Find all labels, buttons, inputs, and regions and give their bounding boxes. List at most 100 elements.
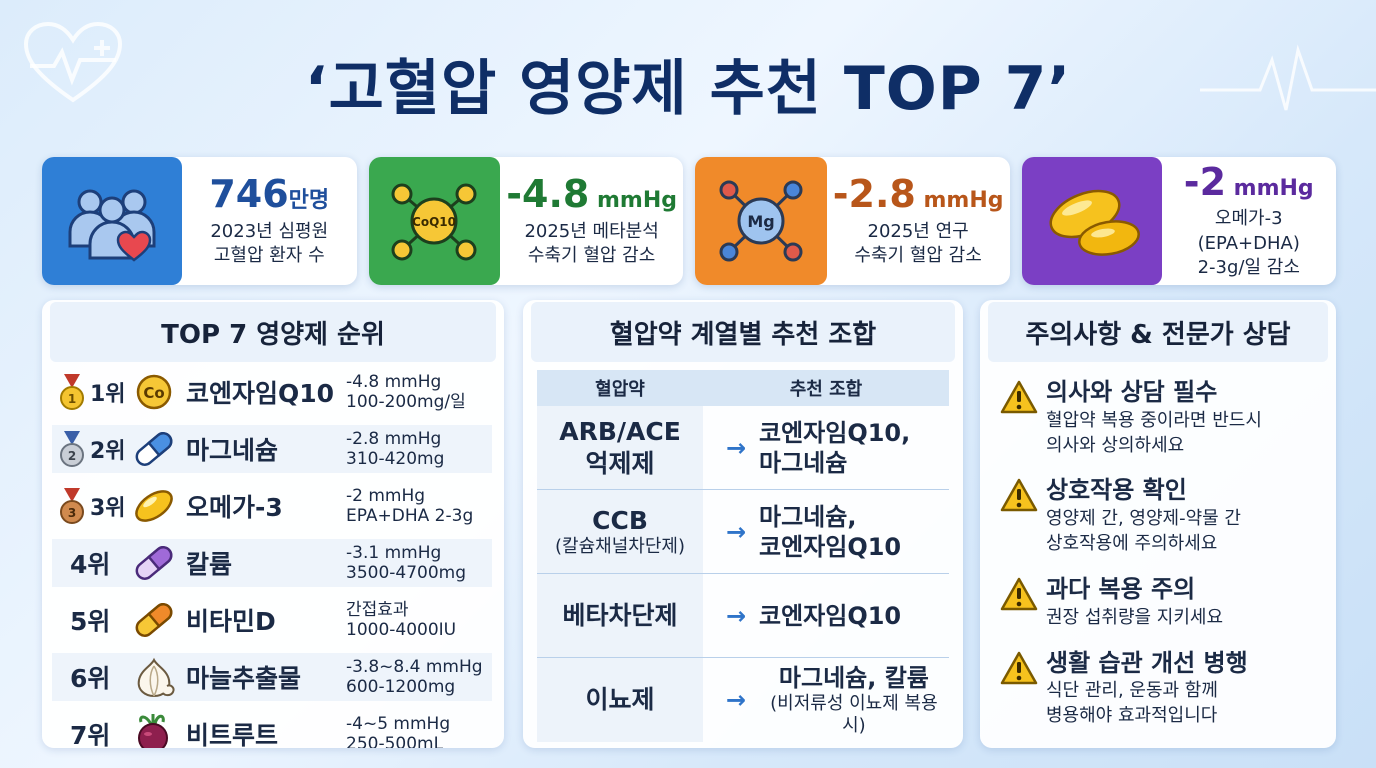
list-item: 2 2위 마그네슘 -2.8 mmHg 310-420mg (52, 423, 492, 475)
caution-title: 상호작용 확인 (1046, 476, 1187, 505)
arrow-right-icon: → (725, 517, 747, 546)
omega3-icon (135, 490, 173, 522)
rank-info: -4.8 mmHg 100-200mg/일 (346, 371, 466, 412)
caution-text: 영양제 간, 영양제-약물 간 상호작용에 주의하세요 (1046, 508, 1241, 555)
combo-cell: 마그네슘, 칼륨 (비저류성 이뇨제 복용시) (770, 663, 938, 737)
ranking-list: 1 1위 Co 코엔자임Q10 -4.8 mmHg 100-200mg/일 2 2… (42, 362, 504, 748)
table-row: CCB (칼슘채널차단제) → 마그네슘, 코엔자임Q10 (537, 490, 949, 574)
drug-cell: CCB (칼슘채널차단제) (537, 490, 703, 573)
rank-info: -2.8 mmHg 310-420mg (346, 428, 445, 469)
drug-cell: 베타차단제 (537, 574, 703, 657)
page-title: ‘고혈압 영양제 추천 TOP 7’ (304, 54, 1072, 124)
gold-medal-icon: 1 (60, 374, 84, 410)
rank-name: 마늘추출물 (186, 664, 302, 693)
caution-text: 식단 관리, 운동과 함께 병용해야 효과적입니다 (1046, 680, 1218, 727)
stat-card-coq10: CoQ10 -4.8 mmHg 2025년 메타분석 수축기 혈압 감소 (368, 157, 683, 285)
stat-value: -2.8 mmHg (832, 171, 1004, 216)
rank-name: 오메가-3 (186, 493, 283, 522)
stat-value: -2 mmHg (1183, 159, 1314, 204)
caution-text: 권장 섭취량을 지키세요 (1046, 606, 1224, 628)
beetroot-icon (138, 714, 168, 748)
bronze-medal-icon: 3 (60, 488, 84, 524)
stat-desc: 2023년 심평원 고혈압 환자 수 (210, 220, 329, 266)
warning-icon (1000, 380, 1038, 414)
rank-label: 2위 (90, 439, 126, 464)
caution-title: 과다 복용 주의 (1046, 574, 1196, 603)
svg-text:1: 1 (68, 392, 76, 406)
combo-cell: 마그네슘, 코엔자임Q10 (759, 502, 902, 561)
svg-text:Mg: Mg (747, 212, 774, 231)
table-header: 혈압약 추천 조합 (537, 370, 949, 406)
combo-panel: 혈압약 계열별 추천 조합 혈압약 추천 조합 ARB/ACE 억제제 → 코엔자임… (523, 300, 963, 748)
rank-info: -2 mmHg EPA+DHA 2-3g (346, 485, 474, 526)
list-item: 4위 칼륨 -3.1 mmHg 3500-4700mg (52, 537, 492, 589)
combo-cell: 코엔자임Q10 (759, 601, 902, 630)
patients-icon (68, 189, 156, 262)
stat-icon-box: CoQ10 (368, 157, 501, 285)
table-row: 이뇨제 → 마그네슘, 칼륨 (비저류성 이뇨제 복용시) (537, 658, 949, 742)
caution-title: 생활 습관 개선 병행 (1046, 648, 1248, 677)
caution-text: 혈압약 복용 중이라면 반드시 의사와 상의하세요 (1046, 409, 1262, 456)
rank-name: 마그네슘 (186, 436, 279, 465)
warning-icon (1000, 577, 1038, 611)
silver-medal-icon: 2 (60, 431, 84, 467)
rank-label: 4위 (70, 550, 111, 579)
drug-cell: 이뇨제 (537, 658, 703, 742)
list-item: 1 1위 Co 코엔자임Q10 -4.8 mmHg 100-200mg/일 (58, 366, 492, 418)
table-row: ARB/ACE 억제제 → 코엔자임Q10, 마그네슘 (537, 406, 949, 490)
rank-label: 7위 (70, 721, 111, 748)
stat-desc: 2025년 연구 수축기 혈압 감소 (854, 220, 982, 266)
rank-info: -4~5 mmHg 250-500mL (346, 713, 451, 748)
arrow-right-icon: → (725, 601, 747, 630)
svg-text:Co: Co (143, 384, 164, 402)
stat-card-omega3: -2 mmHg 오메가-3 (EPA+DHA) 2-3g/일 감소 (1021, 157, 1336, 285)
stat-desc: 2025년 메타분석 수축기 혈압 감소 (524, 220, 659, 266)
svg-text:CoQ10: CoQ10 (412, 215, 456, 229)
ranking-heading: TOP 7 영양제 순위 (50, 302, 496, 362)
stat-value: 746만명 (209, 171, 330, 216)
drug-cell: ARB/ACE 억제제 (537, 406, 703, 489)
warning-icon (1000, 651, 1038, 684)
rank-info: 간접효과 1000-4000IU (346, 599, 457, 640)
warning-icon (1000, 479, 1038, 512)
stat-icon-box (1021, 157, 1162, 285)
svg-text:3: 3 (68, 506, 76, 520)
rank-label: 6위 (70, 664, 111, 693)
stat-desc: 오메가-3 (EPA+DHA) 2-3g/일 감소 (1197, 208, 1300, 279)
arrow-right-icon: → (725, 686, 746, 714)
column-header-combo: 추천 조합 (789, 379, 863, 400)
rank-name: 코엔자임Q10 (186, 379, 335, 408)
list-item: 7위 비트루트 -4~5 mmHg 250-500mL (58, 708, 492, 748)
combo-table: 혈압약 추천 조합 ARB/ACE 억제제 → 코엔자임Q10, 마그네슘 CCB (칼… (537, 370, 949, 742)
garlic-icon (137, 657, 175, 698)
rank-label: 5위 (70, 607, 111, 636)
combo-cell: 코엔자임Q10, 마그네슘 (759, 418, 911, 477)
list-item: 5위 비타민D 간접효과 1000-4000IU (58, 594, 492, 646)
stat-cards: 746만명 2023년 심평원 고혈압 환자 수 CoQ10 -4.8 mmHg … (42, 157, 1336, 285)
arrow-right-icon: → (725, 433, 747, 462)
rank-name: 비트루트 (186, 721, 279, 748)
rank-info: -3.8~8.4 mmHg 600-1200mg (346, 656, 483, 697)
rank-name: 칼륨 (186, 550, 233, 579)
caution-title: 의사와 상담 필수 (1046, 378, 1218, 406)
stat-card-magnesium: Mg -2.8 mmHg 2025년 연구 수축기 혈압 감소 (695, 157, 1010, 285)
ranking-panel: TOP 7 영양제 순위 1 1위 Co 코엔자임Q10 -4.8 mmHg 10… (42, 300, 504, 748)
caution-heading: 주의사항 & 전문가 상담 (988, 302, 1328, 362)
table-row: 베타차단제 → 코엔자임Q10 (537, 574, 949, 658)
rank-info: -3.1 mmHg 3500-4700mg (346, 542, 467, 583)
svg-text:2: 2 (68, 449, 76, 463)
coq10-molecule-icon: CoQ10 (391, 183, 477, 261)
stat-value: -4.8 mmHg (506, 171, 677, 216)
coq10-icon: Co (136, 374, 172, 410)
stat-icon-box: Mg (695, 157, 827, 285)
potassium-capsule-icon (135, 546, 173, 580)
rank-name: 비타민D (186, 607, 276, 636)
stat-card-patients: 746만명 2023년 심평원 고혈압 환자 수 (42, 157, 357, 285)
omega3-capsule-icon (1049, 189, 1140, 256)
list-item: 6위 마늘추출물 -3.8~8.4 mmHg 600-1200mg (52, 651, 492, 703)
